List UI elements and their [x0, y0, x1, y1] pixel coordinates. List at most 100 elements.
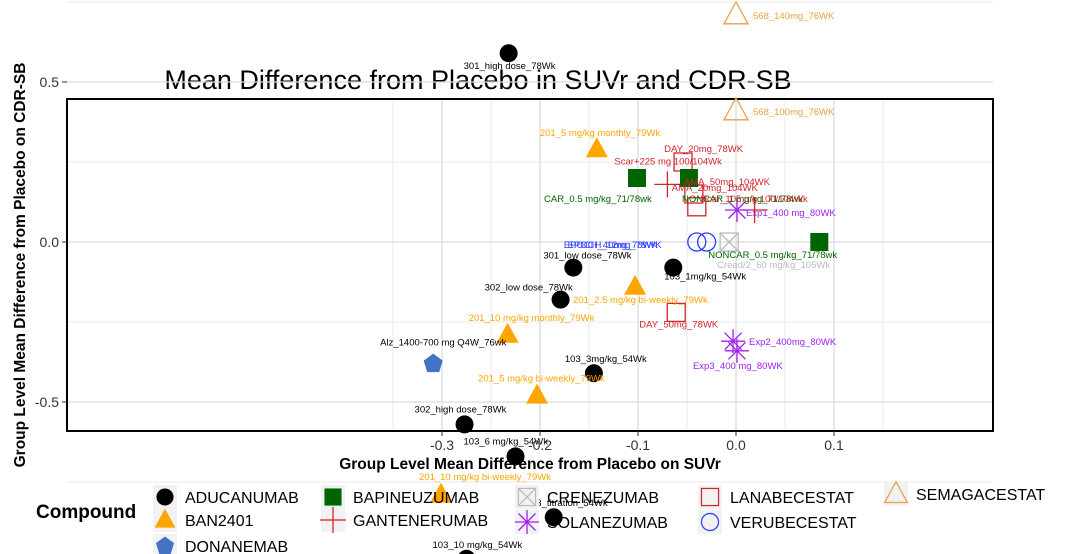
point-verubecestat — [687, 232, 707, 252]
point-label: DAY_20mg_78WK — [664, 144, 744, 155]
point-aducanumab — [584, 364, 603, 383]
y-axis-title: Group Level Mean Difference from Placebo… — [12, 63, 29, 468]
point-ban2401 — [585, 137, 608, 158]
point-aducanumab — [544, 508, 563, 527]
legend-label: LANABECESTAT — [730, 490, 854, 507]
point-label: 201_10 mg/kg monthly_79Wk — [469, 313, 595, 324]
legend-marker-crenezumab — [517, 487, 537, 507]
point-ban2401 — [624, 274, 647, 295]
legend-label: BAN2401 — [185, 513, 254, 530]
point-solanezumab — [721, 329, 746, 354]
point-verubecestat — [696, 232, 717, 252]
point-label: 301_low dose_78Wk — [543, 251, 631, 262]
point-solanezumab — [724, 338, 749, 363]
point-aducanumab — [551, 290, 570, 309]
point-label: Scar_105 mg 100/104Wk — [701, 194, 808, 205]
legend-label: BAPINEUZUMAB — [353, 490, 479, 507]
point-solanezumab — [724, 198, 749, 222]
point-lanabecestat — [687, 197, 707, 217]
legend-marker-gantenerumab — [320, 507, 346, 533]
point-aducanumab — [564, 258, 583, 277]
point-label: Exp1_400 mg_80WK — [746, 208, 836, 219]
point-bapineuzumab — [628, 169, 647, 187]
point-bapineuzumab — [679, 169, 698, 187]
point-label: 201_10 mg/kg bi-weekly_79Wk — [419, 472, 551, 483]
point-semagacestat — [722, 0, 750, 25]
point-label: 103_titration_54Wk — [526, 498, 608, 509]
legend-marker-bapineuzumab — [324, 488, 342, 506]
legend-marker-donanemab — [155, 536, 175, 554]
point-aducanumab — [506, 447, 525, 466]
x-tick-label: -0.3 — [430, 437, 454, 453]
x-axis-title: Group Level Mean Difference from Placebo… — [339, 456, 721, 473]
legend-marker-lanabecestat — [700, 487, 720, 507]
point-label: Exp2_400mg_80WK — [749, 337, 837, 348]
point-label: 302_high dose_78Wk — [415, 404, 507, 415]
point-bapineuzumab — [810, 233, 829, 251]
point-labels: 301_high dose_78Wk 301_low dose_78Wk 302_l… — [380, 11, 837, 551]
point-label: 103_1mg/kg_54Wk — [664, 272, 746, 283]
point-label: 302_low dose_78Wk — [485, 283, 573, 294]
data-points — [423, 0, 829, 554]
point-label: 103_10 mg/kg_54Wk — [433, 540, 523, 551]
grid — [67, 1, 993, 483]
point-aducanumab — [458, 549, 475, 554]
point-semagacestat — [722, 96, 750, 121]
y-tick-label: 0.5 — [40, 74, 60, 90]
legend-label: DONANEMAB — [185, 539, 288, 554]
legend-label: CRENEZUMAB — [547, 490, 659, 507]
point-label: DAY_50mg_78WK — [639, 319, 719, 330]
x-tick-label: -0.1 — [626, 437, 650, 453]
point-label: 201_5 mg/kg monthly_79Wk — [540, 128, 661, 139]
legend-title: Compound — [36, 502, 136, 523]
legend-label: SOLANEZUMAB — [547, 515, 668, 532]
point-label: Alz_1400-700 mg Q4W_76wk — [380, 338, 506, 349]
point-label: AMA_20mg_104WK — [672, 183, 759, 194]
point-aducanumab — [664, 258, 683, 277]
point-donanemab — [423, 353, 443, 373]
point-label: NONCAR_0.5 mg/kg_71/78wk — [708, 250, 837, 261]
y-tick-label: -0.5 — [35, 394, 59, 410]
point-label: Exp3_400 mg_80WK — [693, 361, 783, 372]
point-label: 103_6 mg/kg_54Wk — [464, 436, 549, 447]
point-aducanumab — [499, 44, 518, 63]
legend-label: VERUBECESTAT — [730, 515, 857, 532]
legend-marker-verubecestat — [700, 512, 720, 532]
axes: -0.3-0.2-0.10.00.10.50.0-0.5-1.0 — [35, 74, 844, 453]
point-gantenerumab — [654, 171, 681, 198]
point-label: 568_140mg_76WK — [753, 11, 835, 22]
legend-label: ADUCANUMAB — [185, 490, 299, 507]
point-ban2401 — [496, 322, 519, 343]
point-label: 201_5 mg/kg bi-weekly_79Wk — [478, 374, 605, 385]
point-label: 103_3mg/kg_54Wk — [565, 354, 647, 365]
point-ban2401 — [430, 482, 453, 503]
point-aducanumab — [455, 415, 474, 434]
point-label: 201_2.5 mg/kg bi-weekly_79Wk — [573, 295, 708, 306]
point-label: CAR_0.5 mg/kg_71/78wk — [544, 194, 652, 205]
legend-marker-semagacestat — [883, 480, 909, 504]
x-tick-label: -0.2 — [528, 437, 552, 453]
point-crenezumab — [719, 232, 739, 252]
point-label: AMA_50mg_104WK — [684, 177, 771, 188]
plot-border — [66, 98, 994, 432]
point-ban2401 — [526, 383, 549, 404]
point-label: 568_100mg_76WK — [753, 107, 835, 118]
chart-title: Mean Difference from Placebo in SUVr and… — [164, 65, 791, 95]
point-lanabecestat — [666, 302, 686, 323]
legend-label: GANTENERUMAB — [353, 513, 488, 530]
legend-marker-solanezumab — [515, 510, 539, 534]
point-label: NONCAR_1 mg/kg_71/78wk — [682, 194, 803, 205]
legend-marker-aducanumab — [156, 488, 174, 506]
point-label: 301_high dose_78Wk — [464, 61, 556, 72]
y-tick-label: 0.0 — [40, 234, 60, 250]
legend: Compound ADUCANUMAB BAN2401 DONANEMAB BAPIN… — [36, 480, 1045, 554]
point-label: Cread/2_60 mg/kg_105Wk — [717, 260, 830, 271]
x-tick-label: 0.0 — [726, 437, 746, 453]
legend-marker-ban2401 — [154, 508, 176, 528]
legend-label: SEMAGACESTAT — [916, 487, 1045, 504]
point-label: EPOCH_12mg_78WK — [568, 240, 663, 251]
point-label: EPOCH_40mg_78WK — [564, 240, 659, 251]
x-tick-label: 0.1 — [824, 437, 844, 453]
point-label: Scar+225 mg 100/104Wk — [614, 156, 722, 167]
